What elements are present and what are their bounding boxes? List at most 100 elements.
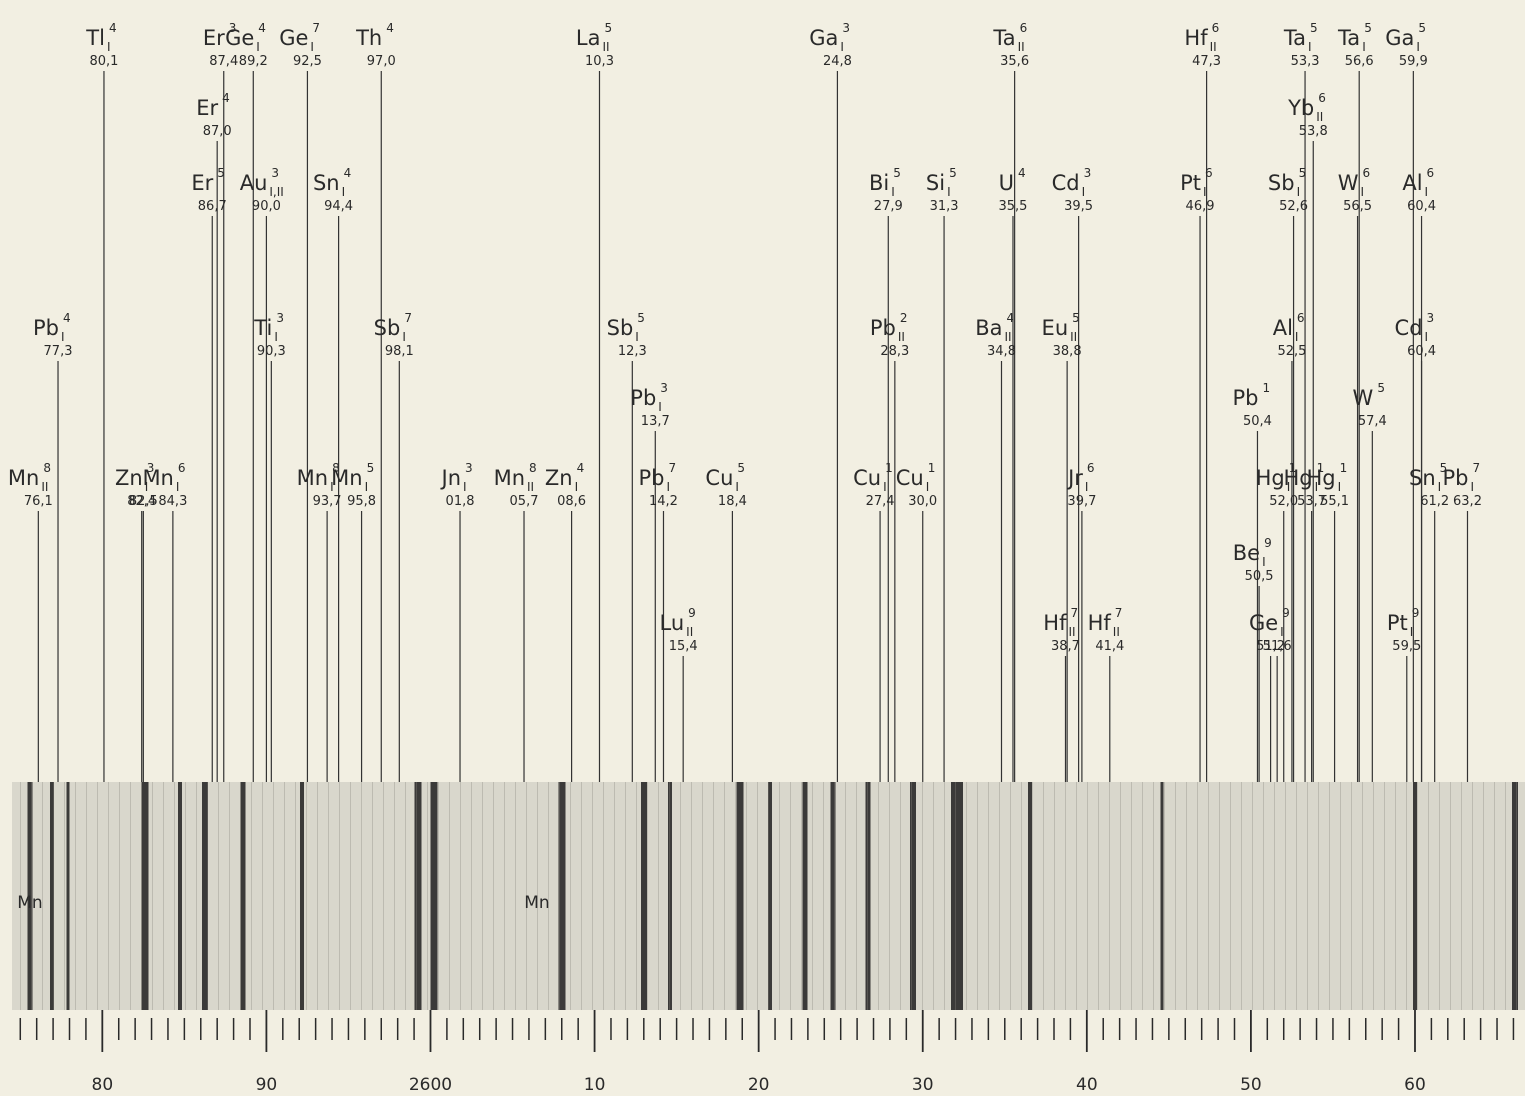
- wavelength-label: 93,7: [313, 494, 342, 509]
- faint-band: [1428, 782, 1429, 1010]
- element: Cu: [896, 466, 924, 490]
- wavelength-label: 59,5: [1392, 639, 1421, 654]
- faint-band: [207, 782, 208, 1010]
- wavelength-label: 77,3: [44, 344, 73, 359]
- ion: I: [1361, 185, 1365, 199]
- faint-band: [394, 782, 395, 1010]
- element: Cd: [1052, 171, 1080, 195]
- faint-band: [64, 782, 65, 1010]
- wavelength-label: 59,9: [1399, 54, 1428, 69]
- intensity: 4: [109, 21, 117, 35]
- element: Mn: [142, 466, 173, 490]
- faint-band: [702, 782, 703, 1010]
- intensity: 3: [465, 461, 473, 475]
- ion: I: [1085, 480, 1089, 494]
- faint-band: [1109, 782, 1110, 1010]
- faint-band: [1197, 782, 1198, 1010]
- band: [67, 782, 70, 1010]
- ion: II: [527, 480, 534, 494]
- ion: II: [602, 40, 609, 54]
- faint-band: [493, 782, 494, 1010]
- wavelength-label: 34,8: [987, 344, 1016, 359]
- faint-band: [1417, 782, 1418, 1010]
- element: Lu: [660, 611, 685, 635]
- faint-band: [1219, 782, 1220, 1010]
- ion: I: [463, 480, 467, 494]
- element: Sn: [1409, 466, 1436, 490]
- wavelength-label: 52,0: [1269, 494, 1298, 509]
- faint-band: [130, 782, 131, 1010]
- wavelength-label: 01,8: [446, 494, 475, 509]
- faint-band: [845, 782, 846, 1010]
- faint-band: [53, 782, 54, 1010]
- tick-label: 40: [1076, 1075, 1098, 1095]
- element: Be: [1233, 541, 1260, 565]
- wavelength-label: 87,4: [209, 54, 238, 69]
- ion: II: [1113, 625, 1120, 639]
- wavelength-label: 27,9: [874, 199, 903, 214]
- wavelength-label: 56,5: [1343, 199, 1372, 214]
- intensity: 6: [1212, 21, 1220, 35]
- faint-band: [1120, 782, 1121, 1010]
- element: Eu: [1042, 316, 1069, 340]
- element: Pb: [33, 316, 59, 340]
- intensity: 1: [1262, 381, 1270, 395]
- element: Ge: [1249, 611, 1278, 635]
- intensity: 6: [1363, 166, 1371, 180]
- wavelength-label: 18,4: [718, 494, 747, 509]
- faint-band: [911, 782, 912, 1010]
- wavelength-label: 76,1: [24, 494, 53, 509]
- ion: I: [926, 480, 930, 494]
- ion: I: [1295, 330, 1299, 344]
- wavelength-label: 41,4: [1095, 639, 1124, 654]
- intensity: 7: [1115, 606, 1123, 620]
- element: Jn: [440, 466, 462, 490]
- element: Cu: [853, 466, 881, 490]
- intensity: 4: [386, 21, 394, 35]
- intensity: 3: [842, 21, 850, 35]
- faint-band: [1340, 782, 1341, 1010]
- element: Ga: [1385, 26, 1414, 50]
- intensity: 8: [43, 461, 51, 475]
- faint-band: [75, 782, 76, 1010]
- intensity: 5: [1072, 311, 1080, 325]
- faint-band: [1010, 782, 1011, 1010]
- element: Pt: [1180, 171, 1201, 195]
- intensity: 6: [1318, 91, 1326, 105]
- faint-band: [1274, 782, 1275, 1010]
- wavelength-label: 31,3: [930, 199, 959, 214]
- element: W: [1353, 386, 1374, 410]
- strip-label: Mn: [17, 893, 42, 913]
- faint-band: [1241, 782, 1242, 1010]
- intensity: 5: [1310, 21, 1318, 35]
- faint-band: [757, 782, 758, 1010]
- element: Si: [926, 171, 945, 195]
- wavelength-label: 47,3: [1192, 54, 1221, 69]
- faint-band: [229, 782, 230, 1010]
- faint-band: [361, 782, 362, 1010]
- faint-band: [625, 782, 626, 1010]
- ion: II: [1068, 625, 1075, 639]
- band: [641, 782, 647, 1010]
- ion: I: [1203, 185, 1207, 199]
- wavelength-label: 28,3: [880, 344, 909, 359]
- ion: II: [1004, 330, 1011, 344]
- intensity: 6: [178, 461, 186, 475]
- intensity: 1: [885, 461, 893, 475]
- intensity: 2: [900, 311, 908, 325]
- band: [803, 782, 808, 1010]
- intensity: 4: [222, 91, 230, 105]
- wavelength-label: 90,3: [257, 344, 286, 359]
- ion: II: [1070, 330, 1077, 344]
- faint-band: [372, 782, 373, 1010]
- faint-band: [449, 782, 450, 1010]
- element: Mn: [8, 466, 39, 490]
- faint-band: [856, 782, 857, 1010]
- faint-band: [955, 782, 956, 1010]
- wavelength-label: 50,4: [1243, 414, 1272, 429]
- faint-band: [108, 782, 109, 1010]
- intensity: 5: [217, 166, 225, 180]
- faint-band: [812, 782, 813, 1010]
- ion: I: [1470, 480, 1474, 494]
- wavelength-label: 56,6: [1345, 54, 1374, 69]
